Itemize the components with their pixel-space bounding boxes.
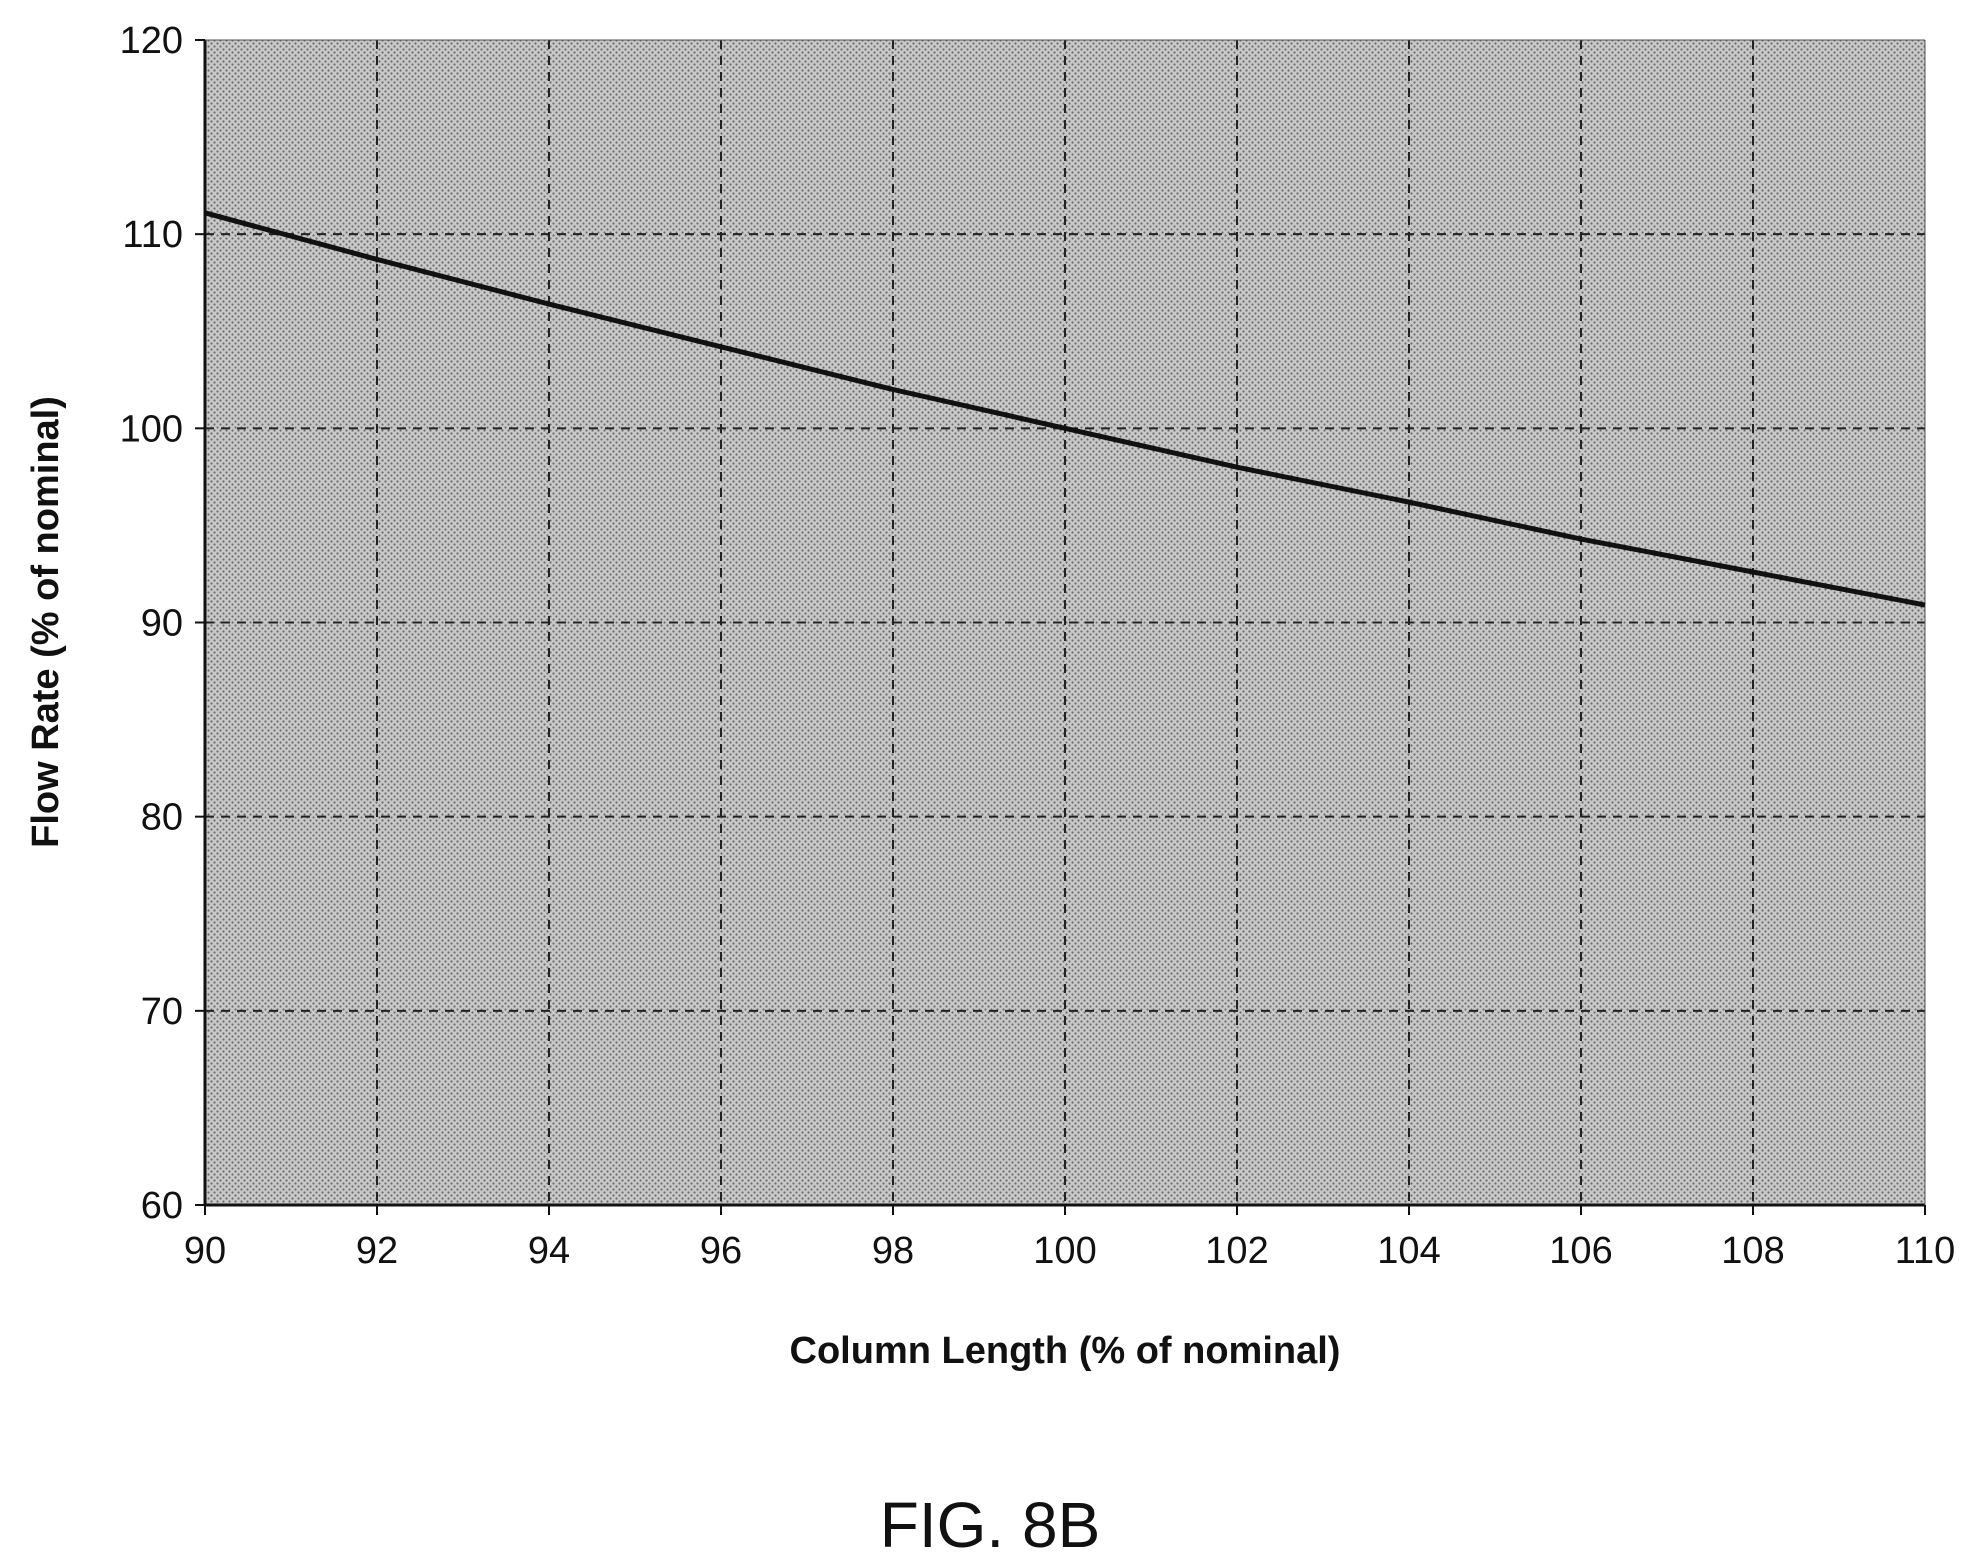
y-tick-label: 70: [141, 991, 183, 1033]
gridlines: [205, 40, 1925, 1205]
x-tick-label: 100: [1033, 1230, 1096, 1272]
series-line: [204, 210, 1926, 608]
y-axis-ticks: 60 70 80 90 100 110 120: [120, 20, 205, 1227]
y-tick-label: 80: [141, 797, 183, 839]
x-tick-label: 106: [1549, 1230, 1612, 1272]
x-tick-label: 96: [700, 1230, 742, 1272]
y-tick-label: 120: [120, 20, 183, 62]
x-tick-label: 94: [528, 1230, 570, 1272]
x-tick-label: 90: [184, 1230, 226, 1272]
y-tick-label: 90: [141, 603, 183, 645]
x-tick-label: 110: [1895, 1230, 1956, 1272]
y-tick-label: 110: [122, 214, 183, 256]
x-tick-label: 102: [1205, 1230, 1268, 1272]
x-tick-label: 104: [1377, 1230, 1440, 1272]
y-axis-title: Flow Rate (% of nominal): [25, 396, 67, 848]
x-tick-label: 108: [1721, 1230, 1784, 1272]
y-tick-label: 60: [141, 1185, 183, 1227]
x-axis-ticks: 90 92 94 96 98 100 102 104 106 108 110: [184, 1205, 1955, 1272]
y-tick-label: 100: [120, 408, 183, 450]
figure-label: FIG. 8B: [880, 1489, 1101, 1561]
x-axis-title: Column Length (% of nominal): [790, 1330, 1341, 1372]
x-tick-label: 92: [356, 1230, 398, 1272]
x-tick-label: 98: [872, 1230, 914, 1272]
series-group: [204, 210, 1926, 608]
